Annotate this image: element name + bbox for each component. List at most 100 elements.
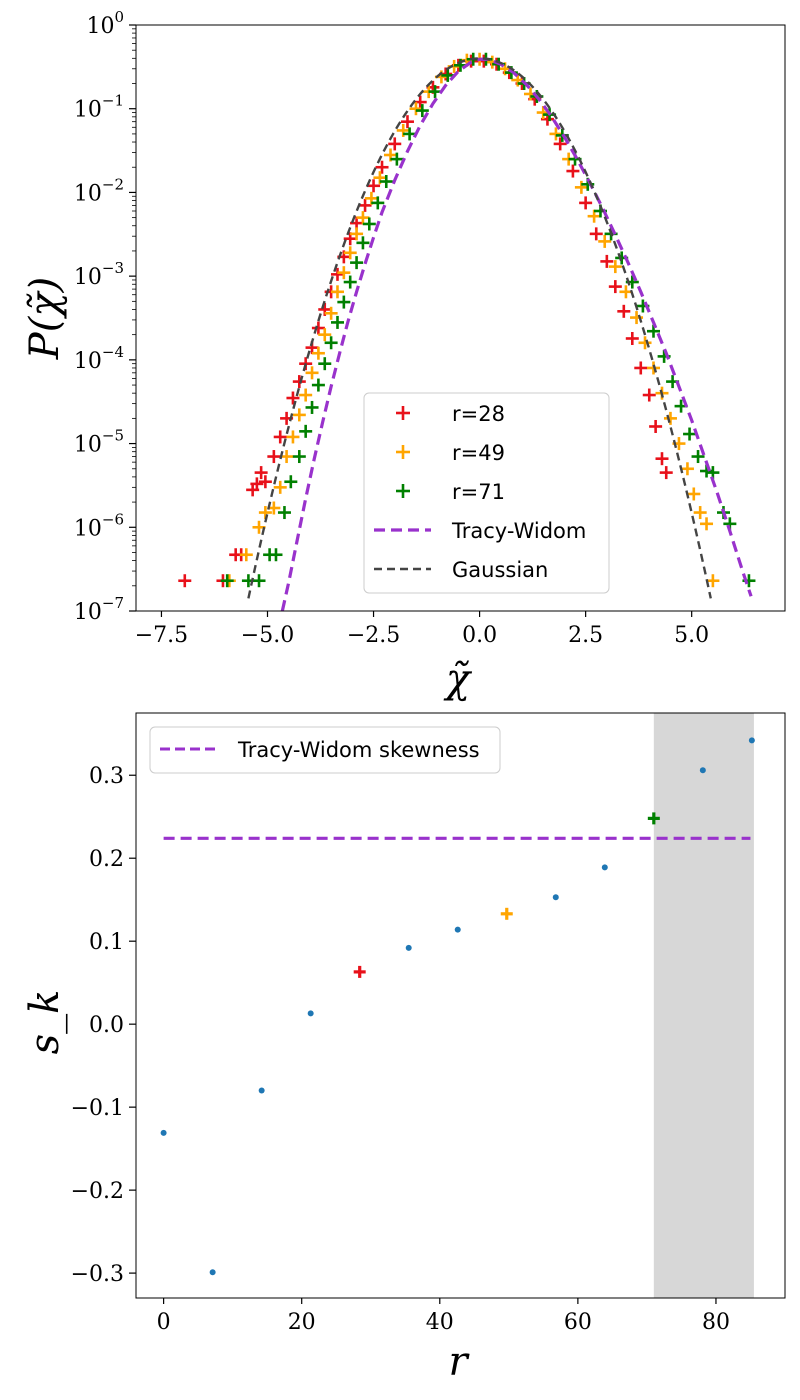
top-y-tick-exp-5: −5 <box>102 427 124 445</box>
skewness-point-9 <box>748 737 755 744</box>
top-legend-swatch-r-28 <box>396 406 410 420</box>
top-legend-box <box>363 392 610 594</box>
point-r-71-18 <box>362 217 376 231</box>
top-y-tick-base-2: 10 <box>74 181 102 206</box>
point-r-28-8 <box>267 450 281 464</box>
point-r-49-17 <box>350 227 364 241</box>
top-x-tick-label-5: 5.0 <box>674 623 709 648</box>
top-y-tick-label-6: 10−6 <box>74 510 124 541</box>
top-legend-swatch-r-49 <box>396 445 410 459</box>
top-y-tick-base-0: 10 <box>86 14 114 39</box>
top-y-tick-base-5: 10 <box>74 433 102 458</box>
bottom-x-tick-label-1: 20 <box>288 1310 316 1335</box>
point-r-28-27 <box>413 95 427 109</box>
top-x-tick-label-0: −7.5 <box>135 623 188 648</box>
point-r-28-26 <box>400 115 414 129</box>
top-y-tick-base-4: 10 <box>74 349 102 374</box>
point-r-49-13 <box>324 306 338 320</box>
skewness-point-1 <box>209 1269 216 1276</box>
skewness-point-8 <box>699 767 706 774</box>
point-r-49-45 <box>663 411 677 425</box>
point-r-28-0 <box>178 574 192 588</box>
top-y-tick-label-5: 10−5 <box>74 427 124 458</box>
top-x-ticks: −7.5 −5.0 −2.5 0.0 2.5 5.0 <box>135 611 709 648</box>
point-r-28-50 <box>659 466 673 480</box>
bottom-y-tick-label-1: 0.2 <box>89 847 124 872</box>
point-r-28-22 <box>358 198 372 212</box>
top-y-tick-exp-2: −2 <box>102 175 124 193</box>
point-r-49-11 <box>311 346 325 360</box>
top-y-axis-label: P(χ̃) <box>22 277 68 360</box>
top-x-tick-label-4: 2.5 <box>568 623 603 648</box>
top-y-tick-base-3: 10 <box>74 265 102 290</box>
point-r-28-11 <box>286 391 300 405</box>
point-r-49-18 <box>356 211 370 225</box>
point-r-28-42 <box>600 254 614 268</box>
point-r-28-39 <box>566 164 580 178</box>
top-legend-label-r-71: r=71 <box>452 480 505 504</box>
point-r-28-18 <box>330 267 344 281</box>
highlighted-point-2 <box>647 812 660 825</box>
point-r-71-46 <box>683 427 697 441</box>
top-y-tick-base-6: 10 <box>74 516 102 541</box>
point-r-71-6 <box>284 475 298 489</box>
top-x-axis-label: χ̃ <box>443 656 473 702</box>
point-r-49-23 <box>409 102 423 116</box>
skewness-point-6 <box>552 894 559 901</box>
point-r-71-17 <box>356 236 370 250</box>
point-r-71-13 <box>330 315 344 329</box>
top-x-label-text: χ̃ <box>443 656 473 702</box>
bottom-x-tick-label-2: 40 <box>426 1310 454 1335</box>
bottom-y-tick-label-0: 0.3 <box>89 764 124 789</box>
point-r-28-12 <box>292 375 306 389</box>
point-r-49-47 <box>680 462 694 476</box>
point-r-28-49 <box>655 452 669 466</box>
point-r-71-19 <box>371 196 385 210</box>
point-r-49-49 <box>693 506 707 520</box>
top-y-tick-exp-0: 0 <box>114 8 124 26</box>
point-r-28-25 <box>388 137 402 151</box>
top-y-tick-label-4: 10−4 <box>74 343 124 374</box>
point-r-71-2 <box>252 574 266 588</box>
bottom-x-label-text: r <box>448 1339 470 1385</box>
point-r-71-12 <box>324 336 338 350</box>
point-r-28-46 <box>634 361 648 375</box>
top-legend-label-r-49: r=49 <box>452 441 505 465</box>
point-r-49-36 <box>574 180 588 194</box>
bottom-legend-box <box>149 726 501 774</box>
bottom-x-ticks: 0 20 40 60 80 <box>157 1298 730 1335</box>
point-r-71-14 <box>337 295 351 309</box>
top-legend-label-r-28: r=28 <box>452 402 505 426</box>
bottom-x-tick-label-4: 80 <box>702 1310 730 1335</box>
point-r-49-40 <box>619 285 633 299</box>
point-r-71-5 <box>277 506 291 520</box>
top-y-tick-label-2: 10−2 <box>74 175 124 206</box>
top-x-tick-label-3: 0.0 <box>462 623 497 648</box>
point-r-71-0 <box>220 574 234 588</box>
top-legend: r=28 r=49 r=71 Tracy-Widom Gaussian <box>363 392 610 594</box>
top-y-tick-label-7: 10−7 <box>74 594 124 625</box>
top-legend-swatch-r-71 <box>396 484 410 498</box>
point-r-28-47 <box>642 388 656 402</box>
skewness-point-2 <box>258 1087 265 1094</box>
bottom-plot-marks <box>160 713 755 1298</box>
point-r-49-48 <box>687 487 701 501</box>
point-r-71-42 <box>647 324 661 338</box>
top-y-tick-label-1: 10−1 <box>74 92 124 123</box>
point-r-71-20 <box>379 175 393 189</box>
point-r-71-9 <box>305 400 319 414</box>
skewness-point-3 <box>307 1010 314 1017</box>
point-r-49-14 <box>330 285 344 299</box>
point-r-28-41 <box>589 227 603 241</box>
top-legend-label-gaussian: Gaussian <box>452 558 548 582</box>
point-r-49-34 <box>549 127 563 141</box>
highlighted-point-1 <box>500 907 513 920</box>
top-y-tick-base-7: 10 <box>74 600 102 625</box>
top-axes-frame <box>135 24 786 612</box>
top-y-tick-label-3: 10−3 <box>74 259 124 290</box>
point-r-71-15 <box>343 275 357 289</box>
point-r-71-21 <box>390 152 404 166</box>
point-r-28-7 <box>258 475 272 489</box>
